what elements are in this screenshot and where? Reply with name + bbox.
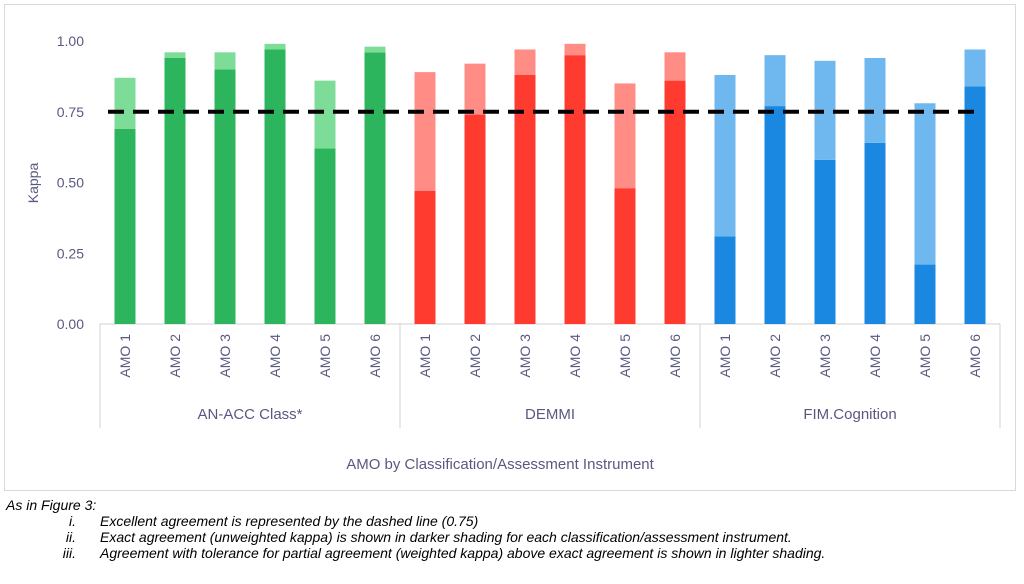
bar-weighted (564, 43, 586, 56)
x-category-label: AMO 1 (417, 334, 433, 378)
x-category-label: AMO 3 (817, 334, 833, 378)
bar-weighted (364, 46, 386, 53)
y-tick-label: 0.50 (57, 175, 84, 191)
kappa-bar-chart: 0.00 0.25 0.50 0.75 1.00 Kappa AMO 1 AMO 2 AMO 3… (25, 33, 1001, 473)
x-category-label: AMO 6 (667, 334, 683, 378)
y-tick-label: 0.75 (57, 104, 84, 120)
bar-exact (314, 148, 336, 324)
x-group-label: AN-ACC Class* (197, 406, 302, 423)
bar-weighted (914, 103, 936, 265)
bar-weighted (164, 52, 186, 58)
bar-weighted (614, 83, 636, 189)
bar-weighted (764, 55, 786, 107)
note-item-3: iii. Agreement with tolerance for partia… (6, 545, 1020, 561)
bar-exact (664, 80, 686, 325)
bar-exact (964, 86, 986, 324)
bar-weighted (664, 52, 686, 81)
x-category-label: AMO 4 (867, 334, 883, 378)
x-category-label: AMO 3 (217, 334, 233, 378)
note-text: Agreement with tolerance for partial agr… (100, 545, 826, 561)
y-tick-label: 1.00 (57, 33, 84, 49)
bar-exact (514, 74, 536, 325)
bar-weighted (114, 77, 136, 129)
bar-weighted (264, 43, 286, 50)
y-tick-label: 0.00 (57, 316, 84, 332)
notes-intro: As in Figure 3: (6, 497, 97, 513)
bar-exact (214, 69, 236, 324)
x-category-label: AMO 1 (117, 334, 133, 378)
x-category-label: AMO 3 (517, 334, 533, 378)
note-item-2: ii. Exact agreement (unweighted kappa) i… (6, 529, 1020, 545)
x-category-label: AMO 6 (367, 334, 383, 378)
x-axis-title: AMO by Classification/Assessment Instrum… (346, 456, 654, 473)
y-axis-title: Kappa (25, 163, 41, 204)
bar-weighted (714, 74, 736, 237)
note-number: iii. (62, 545, 76, 561)
bar-weighted (814, 60, 836, 160)
bar-weighted (514, 49, 536, 75)
x-category-label: AMO 6 (967, 334, 983, 378)
x-group-label: DEMMI (525, 406, 575, 423)
x-category-label: AMO 4 (267, 334, 283, 378)
x-category-label: AMO 2 (467, 334, 483, 378)
note-number: ii. (65, 529, 76, 545)
bar-exact (464, 114, 486, 324)
x-group-label: FIM.Cognition (803, 406, 896, 423)
x-category-label: AMO 1 (717, 334, 733, 378)
x-category-label: AMO 5 (317, 334, 333, 378)
bar-exact (614, 188, 636, 324)
note-text: Exact agreement (unweighted kappa) is sh… (100, 529, 792, 545)
bar-exact (914, 264, 936, 324)
x-category-label: AMO 5 (917, 334, 933, 378)
figure-notes: As in Figure 3: i. Excellent agreement i… (6, 497, 1020, 561)
note-text: Excellent agreement is represented by th… (100, 513, 479, 529)
bar-weighted (864, 57, 886, 143)
bar-exact (714, 236, 736, 324)
note-item-1: i. Excellent agreement is represented by… (6, 513, 1020, 529)
bar-exact (764, 106, 786, 324)
x-category-label: AMO 2 (167, 334, 183, 378)
bar-exact (414, 190, 436, 324)
bar-exact (564, 55, 586, 325)
x-category-label: AMO 2 (767, 334, 783, 378)
bar-exact (114, 128, 136, 324)
x-category-label: AMO 4 (567, 334, 583, 378)
bar-exact (364, 52, 386, 324)
bar-weighted (314, 80, 336, 149)
note-number: i. (69, 513, 76, 529)
bar-exact (264, 49, 286, 325)
bar-exact (814, 159, 836, 324)
x-category-label: AMO 5 (617, 334, 633, 378)
bar-exact (864, 142, 886, 324)
bar-weighted (464, 63, 486, 115)
bar-weighted (964, 49, 986, 87)
bar-weighted (414, 72, 436, 191)
y-tick-label: 0.25 (57, 245, 84, 261)
bar-weighted (214, 52, 236, 70)
bar-exact (164, 57, 186, 324)
